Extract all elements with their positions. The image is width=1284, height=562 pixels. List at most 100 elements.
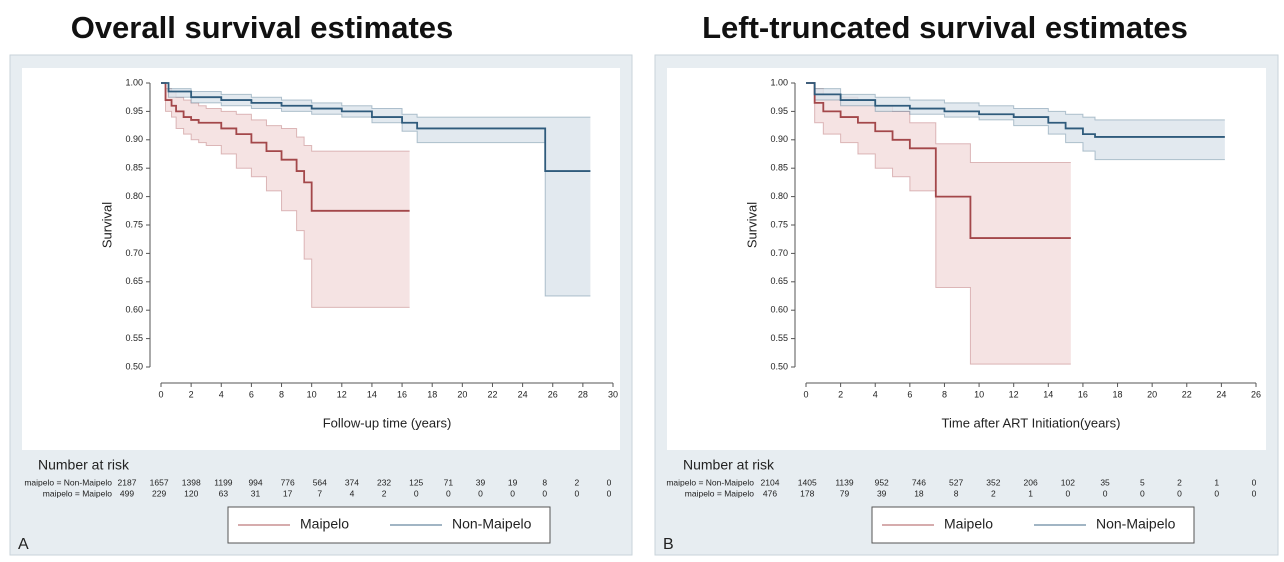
panel-label: A (18, 536, 29, 553)
risk-value: 0 (510, 488, 515, 498)
panel-label: B (663, 536, 674, 553)
risk-value: 1 (1214, 477, 1219, 487)
x-axis-label: Time after ART Initiation(years) (942, 415, 1121, 430)
risk-value: 0 (446, 488, 451, 498)
x-tick-label: 16 (397, 389, 407, 399)
confidence-band (806, 83, 1225, 160)
risk-value: 746 (912, 477, 926, 487)
risk-value: 0 (1214, 488, 1219, 498)
risk-value: 564 (313, 477, 327, 487)
risk-value: 527 (949, 477, 963, 487)
x-tick-label: 16 (1078, 389, 1088, 399)
y-axis-label: Survival (744, 202, 759, 248)
x-tick-label: 12 (337, 389, 347, 399)
ci-upper (161, 82, 591, 118)
x-tick-label: 18 (1113, 389, 1123, 399)
risk-value: 1 (1028, 488, 1033, 498)
risk-value: 35 (1100, 477, 1110, 487)
y-tick-label: 0.70 (125, 248, 143, 258)
confidence-band (161, 83, 591, 296)
y-tick-label: 0.55 (770, 333, 788, 343)
x-tick-label: 0 (803, 389, 808, 399)
y-tick-label: 0.75 (125, 219, 143, 229)
x-tick-label: 2 (189, 389, 194, 399)
x-tick-label: 22 (487, 389, 497, 399)
risk-value: 1405 (798, 477, 817, 487)
risk-value: 71 (444, 477, 454, 487)
x-tick-label: 12 (1009, 389, 1019, 399)
survival-line (806, 82, 1071, 239)
risk-value: 0 (1140, 488, 1145, 498)
y-tick-label: 0.85 (125, 163, 143, 173)
y-tick-label: 0.50 (125, 361, 143, 371)
risk-value: 476 (763, 488, 777, 498)
y-tick-label: 0.90 (770, 134, 788, 144)
ci-lower (161, 82, 591, 297)
y-tick-label: 0.65 (125, 276, 143, 286)
risk-value: 2 (991, 488, 996, 498)
risk-value: 352 (986, 477, 1000, 487)
risk-value: 18 (914, 488, 924, 498)
risk-value: 7 (317, 488, 322, 498)
risk-value: 0 (574, 488, 579, 498)
ci-lower (806, 82, 1071, 365)
risk-value: 229 (152, 488, 166, 498)
y-tick-label: 0.85 (770, 163, 788, 173)
survival-line (161, 82, 591, 172)
x-tick-label: 8 (942, 389, 947, 399)
x-tick-label: 30 (608, 389, 618, 399)
risk-value: 2187 (118, 477, 137, 487)
legend-box (227, 506, 551, 544)
x-axis-label: Follow-up time (years) (323, 415, 452, 430)
y-tick-label: 0.60 (125, 305, 143, 315)
y-tick-label: 0.80 (125, 191, 143, 201)
risk-value: 8 (954, 488, 959, 498)
risk-value: 2104 (761, 477, 780, 487)
risk-value: 499 (120, 488, 134, 498)
risk-value: 776 (281, 477, 295, 487)
y-tick-label: 0.90 (125, 134, 143, 144)
risk-value: 232 (377, 477, 391, 487)
x-tick-label: 8 (279, 389, 284, 399)
y-tick-label: 0.80 (770, 191, 788, 201)
risk-value: 31 (251, 488, 261, 498)
risk-value: 1139 (835, 477, 854, 487)
x-tick-label: 2 (838, 389, 843, 399)
x-tick-label: 28 (578, 389, 588, 399)
risk-value: 120 (184, 488, 198, 498)
risk-value: 0 (1065, 488, 1070, 498)
risk-value: 0 (1252, 488, 1257, 498)
y-tick-label: 1.00 (125, 77, 143, 87)
risk-value: 0 (478, 488, 483, 498)
survival-line (161, 82, 410, 212)
risk-value: 0 (542, 488, 547, 498)
risk-value: 0 (607, 488, 612, 498)
x-tick-label: 4 (219, 389, 224, 399)
risk-value: 8 (542, 477, 547, 487)
confidence-band (806, 83, 1071, 365)
risk-table-title: Number at risk (38, 457, 130, 473)
y-tick-label: 0.55 (125, 333, 143, 343)
risk-value: 19 (508, 477, 518, 487)
y-tick-label: 0.95 (770, 106, 788, 116)
y-tick-label: 1.00 (770, 77, 788, 87)
risk-value: 1398 (182, 477, 201, 487)
legend-label: Non-Maipelo (452, 516, 532, 532)
x-tick-label: 20 (457, 389, 467, 399)
risk-value: 2 (382, 488, 387, 498)
x-tick-label: 14 (367, 389, 377, 399)
x-tick-label: 4 (873, 389, 878, 399)
risk-value: 39 (877, 488, 887, 498)
risk-value: 17 (283, 488, 293, 498)
y-tick-label: 0.60 (770, 305, 788, 315)
risk-row-label: maipelo = Non-Maipelo (666, 477, 754, 487)
risk-value: 178 (800, 488, 814, 498)
risk-value: 5 (1140, 477, 1145, 487)
survival-line (806, 82, 1225, 138)
risk-value: 102 (1061, 477, 1075, 487)
x-tick-label: 0 (158, 389, 163, 399)
risk-value: 125 (409, 477, 423, 487)
chart-title: Overall survival estimates (71, 10, 454, 45)
legend-label: Non-Maipelo (1096, 516, 1176, 532)
risk-value: 0 (607, 477, 612, 487)
